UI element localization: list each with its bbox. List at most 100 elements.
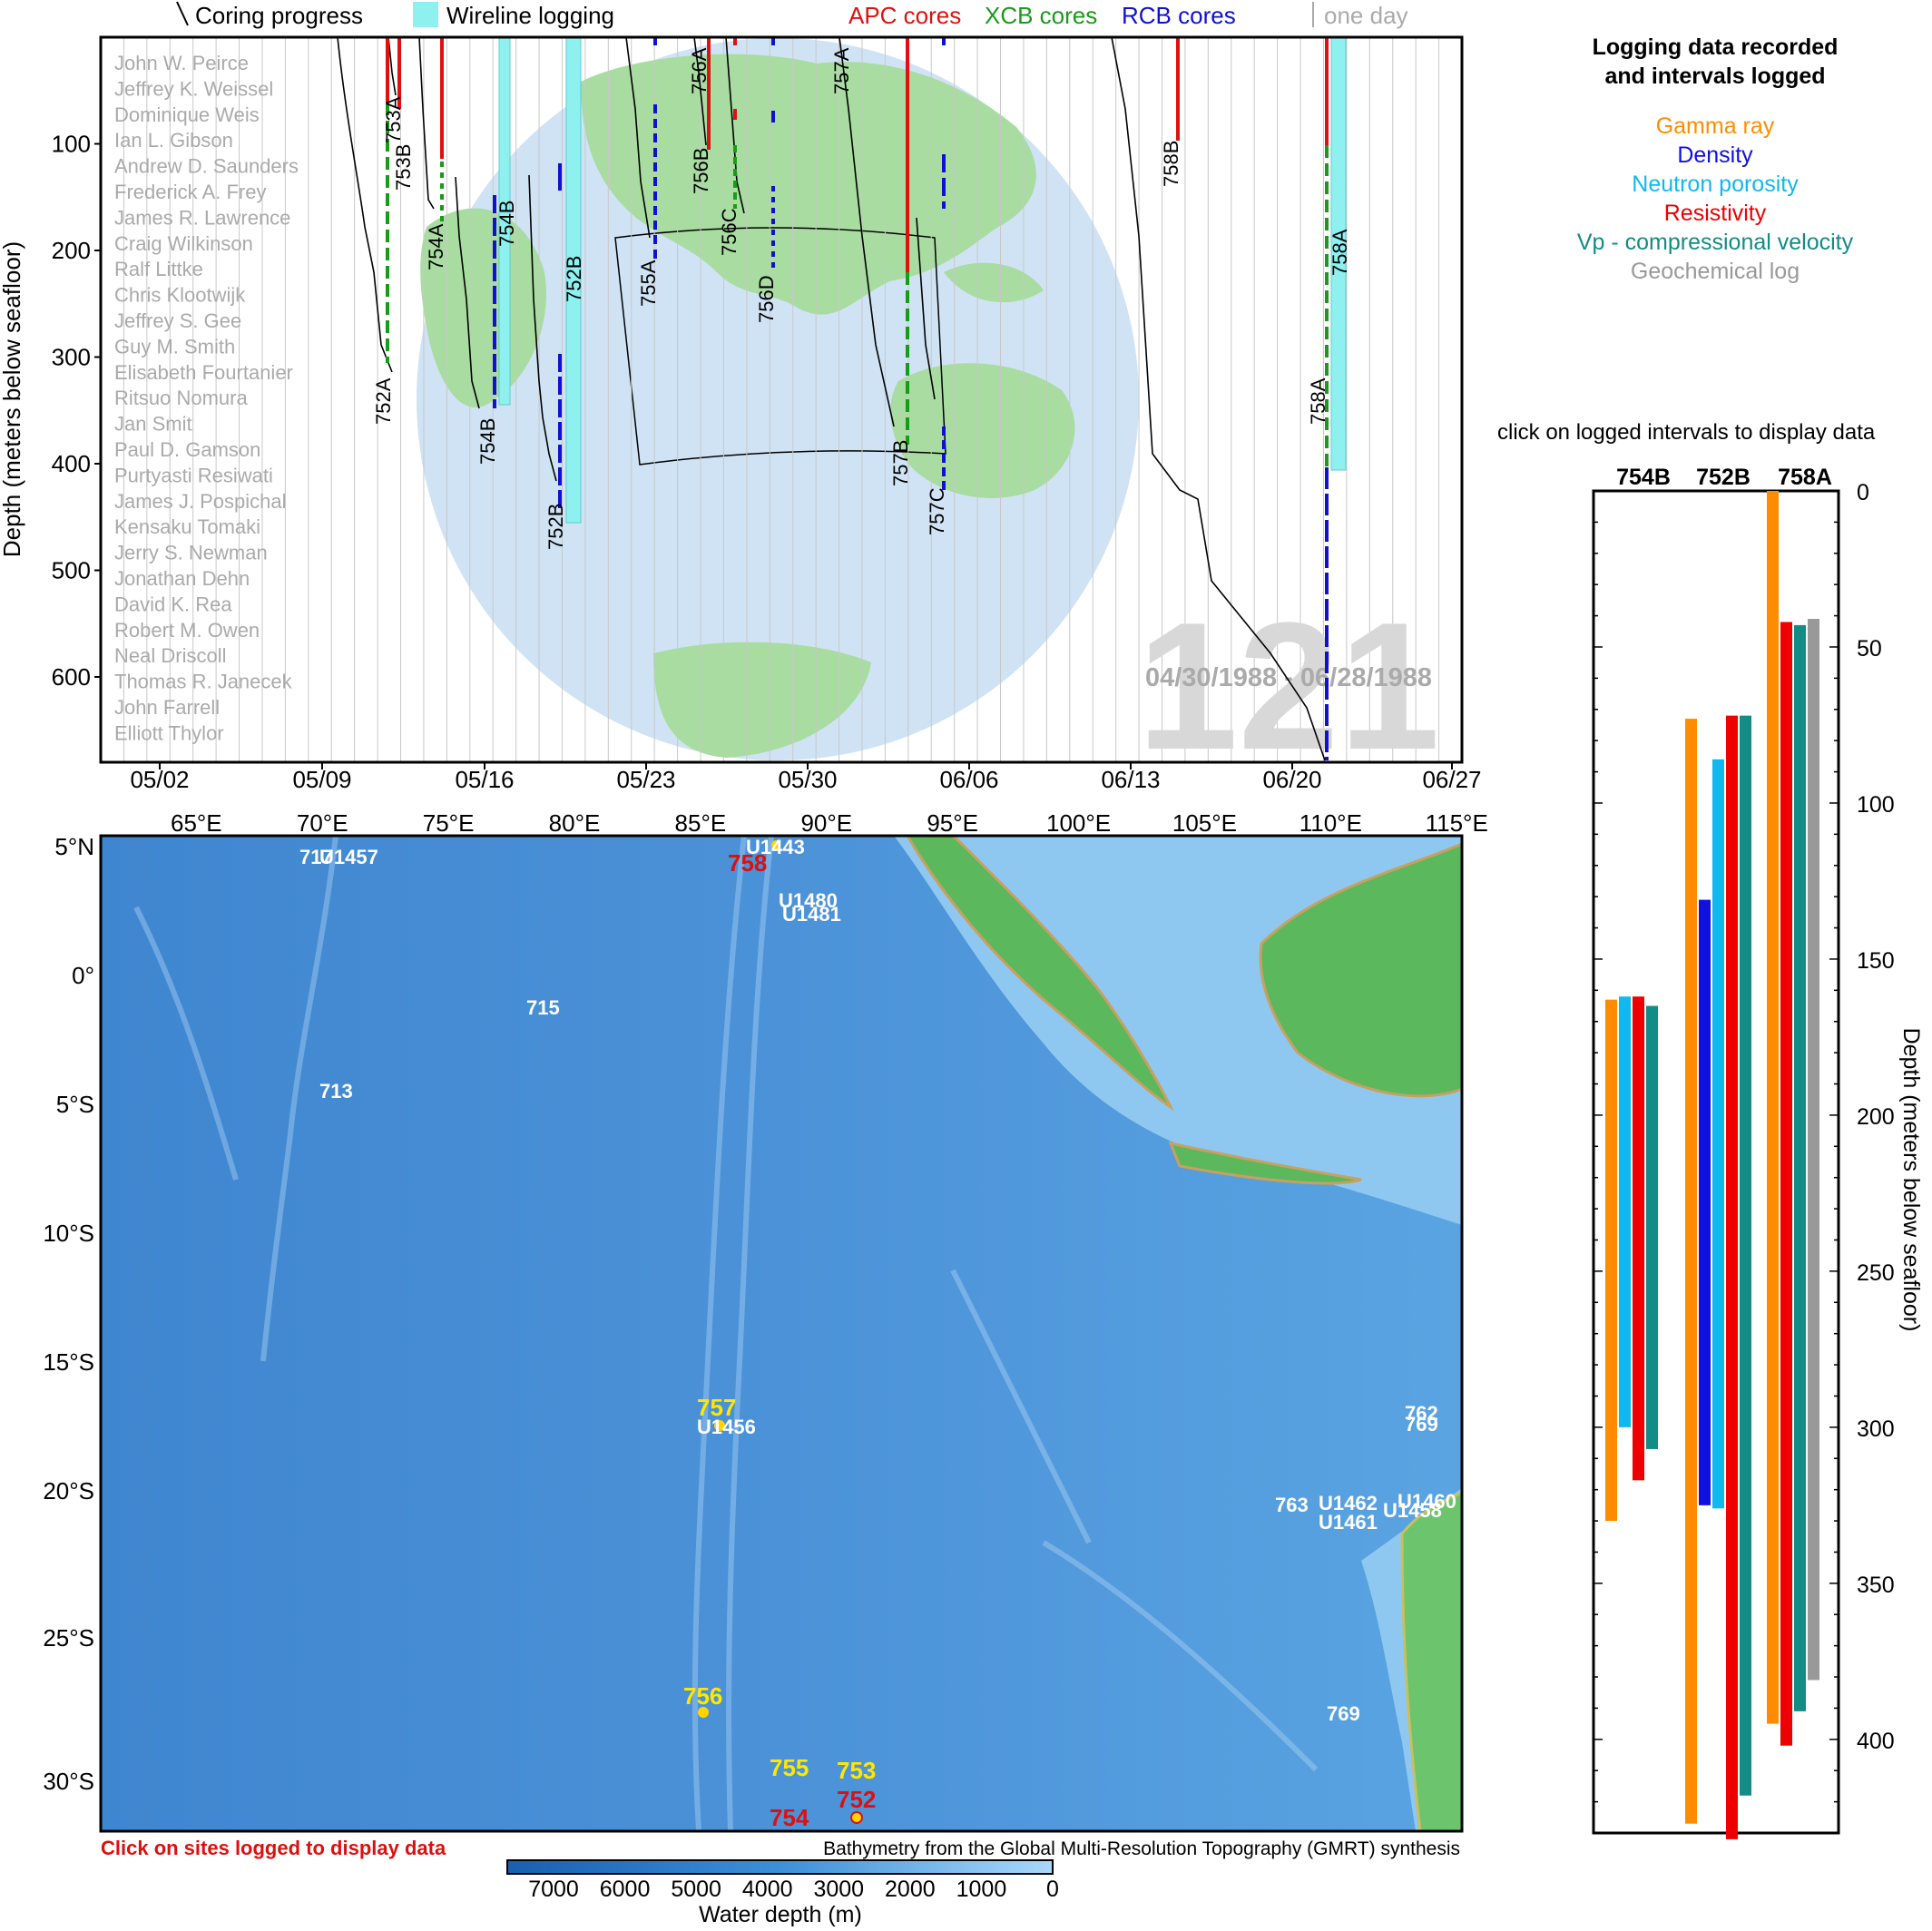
- curve-753B: [418, 37, 435, 210]
- scientist-name: Jan Smit: [114, 413, 192, 436]
- logging-y-tick-label: 0: [1857, 480, 1869, 505]
- scientist-name: Guy M. Smith: [114, 335, 235, 358]
- legend-resistivity: Resistivity: [1664, 201, 1767, 226]
- logging-interval-758A-gamma[interactable]: [1767, 491, 1779, 1724]
- hole-label: 757B: [889, 440, 912, 486]
- logging-y-tick-label: 200: [1857, 1104, 1895, 1130]
- site-754[interactable]: 754: [770, 1804, 809, 1831]
- legend-apc: APC cores: [848, 2, 961, 29]
- java: [1168, 1141, 1362, 1185]
- colorbar-gradient: [506, 1859, 1054, 1875]
- site-label: 769: [1327, 1702, 1360, 1725]
- curve-753A: [387, 37, 397, 96]
- y-tick-label: 100: [52, 131, 91, 158]
- x-tick-label: 05/16: [455, 766, 514, 793]
- logging-interval-754B-vp[interactable]: [1646, 1005, 1658, 1449]
- scientist-name: John Farrell: [114, 696, 220, 719]
- x-tick-label: 05/02: [130, 766, 189, 793]
- wireline-752B: [565, 37, 582, 524]
- site-marker-752[interactable]: [850, 1811, 863, 1824]
- curve-754B-coring: [455, 176, 480, 409]
- x-tick-label: 06/20: [1262, 766, 1321, 793]
- scientist-name: Jonathan Dehn: [114, 567, 250, 590]
- site-label: U1458: [1383, 1499, 1442, 1522]
- logging-y-tick-label: 50: [1857, 636, 1882, 662]
- logging-interval-758A-vp[interactable]: [1794, 624, 1806, 1711]
- lat-tick-label: 5°S: [56, 1091, 94, 1118]
- y-tick-label: 600: [52, 663, 91, 691]
- hole-label: 757A: [830, 47, 853, 94]
- site-marker-758[interactable]: [771, 840, 780, 849]
- globe-antarctica: [653, 642, 871, 758]
- hole-label: 756A: [688, 47, 711, 94]
- scientist-name: David K. Rea: [114, 593, 232, 615]
- site-label: 762: [1405, 1402, 1438, 1425]
- logging-interval-758A-resistivity[interactable]: [1780, 622, 1792, 1746]
- logging-chart-frame: [1592, 489, 1840, 1835]
- site-752[interactable]: 752: [837, 1786, 876, 1813]
- logging-ylabel: Depth (meters below seafloor): [1898, 1028, 1924, 1332]
- legend-neutron-porosity: Neutron porosity: [1632, 172, 1799, 197]
- top-legend: Coring progress Wireline logging APC cor…: [176, 1, 1408, 29]
- site-label: 769: [1405, 1413, 1438, 1436]
- legend-density: Density: [1677, 142, 1753, 168]
- scientist-name: Chris Klootwijk: [114, 284, 246, 307]
- globe-africa: [420, 208, 546, 407]
- logging-interval-752B-neutron[interactable]: [1712, 759, 1724, 1509]
- logging-interval-754B-resistivity[interactable]: [1633, 996, 1644, 1481]
- y-tick-label: 200: [52, 237, 91, 264]
- seafloor-ridges: [133, 836, 1319, 1831]
- lat-tick-label: 20°S: [43, 1477, 94, 1505]
- bathymetry-source: Bathymetry from the Global Multi-Resolut…: [823, 1838, 1460, 1859]
- lon-tick-label: 80°E: [549, 809, 601, 837]
- site-label: U1480: [779, 889, 838, 912]
- scientist-name: Elisabeth Fourtanier: [114, 361, 293, 384]
- lat-tick-label: 15°S: [43, 1348, 94, 1376]
- timeline-panel: 121 04/30/1988 - 06/28/1988 John W. Peir…: [0, 35, 1482, 793]
- logging-interval-754B-neutron[interactable]: [1619, 996, 1631, 1427]
- click-sites-hint: Click on sites logged to display data: [101, 1837, 446, 1859]
- y-tick-label: 500: [52, 557, 91, 584]
- site-label: 763: [1275, 1494, 1309, 1516]
- logging-interval-752B-resistivity[interactable]: [1726, 715, 1738, 1839]
- x-tick-label: 06/13: [1101, 766, 1160, 793]
- scientist-name: Ritsuo Nomura: [114, 387, 248, 409]
- hole-label: 756B: [690, 148, 712, 194]
- logging-legend: Gamma ray Density Neutron porosity Resis…: [1577, 113, 1854, 284]
- lon-tick-label: 105°E: [1172, 809, 1237, 837]
- scientist-name: Craig Wilkinson: [114, 232, 253, 255]
- curve-752A: [337, 37, 393, 373]
- scientist-name: Kensaku Tomaki: [114, 515, 260, 538]
- day-gridlines: [123, 37, 1440, 762]
- water-depth-colorbar: 7000 6000 5000 4000 3000 2000 1000 0 Water dept…: [506, 1859, 1059, 1927]
- site-marker-757: [714, 1420, 725, 1431]
- site-758[interactable]: 758: [728, 849, 767, 877]
- wireline-758A: [1330, 37, 1347, 471]
- site-label: U1461: [1319, 1511, 1378, 1534]
- logging-interval-752B-density[interactable]: [1699, 899, 1711, 1505]
- lon-tick-label: 70°E: [297, 809, 348, 837]
- lat-tick-label: 0°: [72, 962, 94, 989]
- lat-tick-label: 10°S: [43, 1220, 94, 1247]
- colorbar-ticks: 7000 6000 5000 4000 3000 2000 1000 0: [528, 1877, 1059, 1902]
- hole-label: 756D: [755, 275, 778, 323]
- scientist-name: James J. Pospichal: [114, 490, 287, 513]
- site-marker-756: [698, 1707, 709, 1718]
- logging-interval-752B-vp[interactable]: [1740, 715, 1751, 1796]
- logging-title-1: Logging data recorded: [1593, 34, 1839, 60]
- scientist-name: Neal Driscoll: [114, 644, 226, 667]
- logging-interval-752B-gamma[interactable]: [1685, 719, 1697, 1824]
- logging-interval-758A-geochem[interactable]: [1808, 619, 1819, 1681]
- borneo: [1259, 842, 1462, 1098]
- logging-panel: Logging data recorded and intervals logg…: [1497, 34, 1924, 1839]
- timeline-y-axis: 100 200 300 400 500 600: [52, 131, 101, 691]
- y-tick-label: 300: [52, 344, 91, 371]
- timeline-frame: [99, 35, 1464, 764]
- x-tick-label: 05/09: [292, 766, 351, 793]
- wireline-754B: [498, 37, 511, 406]
- legend-rcb: RCB cores: [1122, 2, 1236, 29]
- logging-interval-754B-gamma[interactable]: [1605, 999, 1617, 1522]
- globe-indonesia: [944, 262, 1044, 303]
- legend-geochemical: Geochemical log: [1631, 259, 1800, 284]
